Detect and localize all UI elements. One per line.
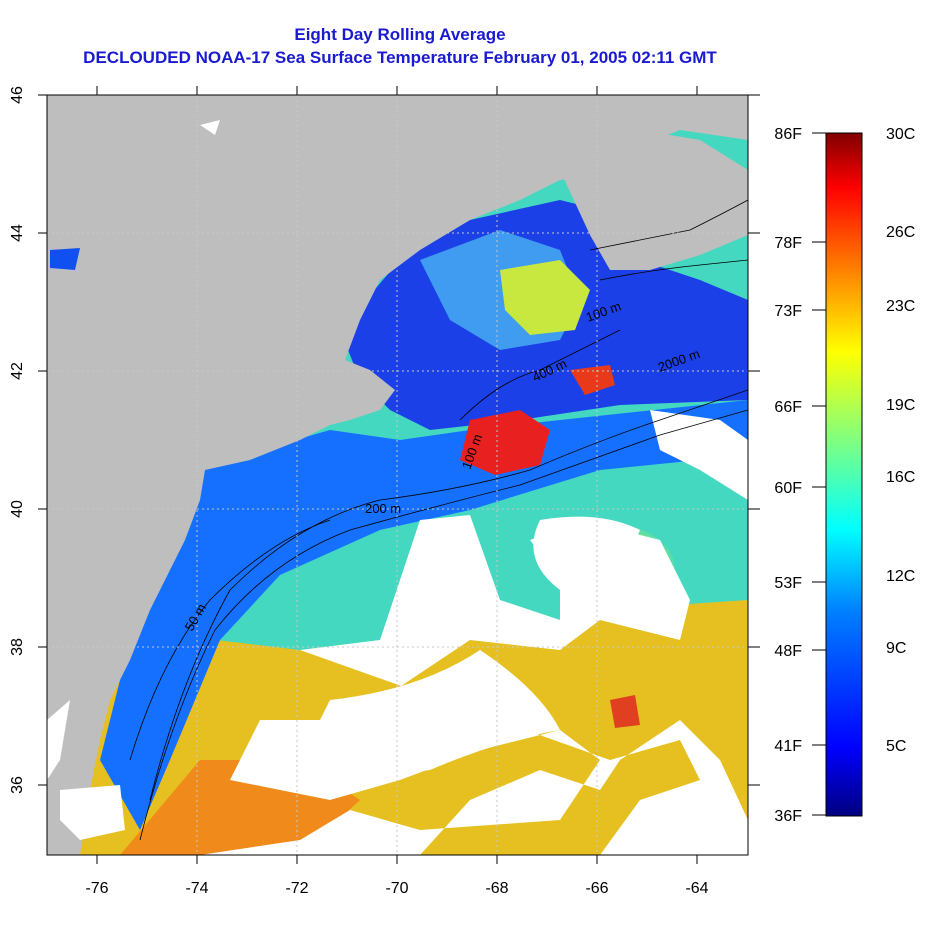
lat-tick-label: 40 [9, 500, 26, 518]
title-line-1: Eight Day Rolling Average [294, 25, 506, 44]
lat-tick-label: 36 [9, 776, 26, 794]
contour-label-200m: 200 m [365, 501, 401, 516]
lake [50, 248, 80, 270]
celsius-label: 23C [886, 298, 915, 315]
lon-tick-label: -74 [185, 880, 208, 897]
land-cloud-3 [60, 785, 125, 840]
cloud-mask-1 [200, 515, 748, 855]
lat-ticks [38, 94, 760, 786]
lat-tick-label: 46 [9, 86, 26, 104]
celsius-label: 9C [886, 640, 906, 657]
cloud-mask-2 [300, 650, 560, 774]
warm-patch-2 [570, 365, 615, 395]
land-cloud [200, 120, 220, 135]
lon-tick-label: -72 [285, 880, 308, 897]
fahrenheit-label: 53F [774, 575, 802, 592]
graticule [47, 95, 748, 855]
celsius-label: 5C [886, 738, 906, 755]
lat-tick-label: 44 [9, 224, 26, 242]
lon-tick-label: -76 [85, 880, 108, 897]
fahrenheit-label: 78F [774, 235, 802, 252]
lat-tick-label: 42 [9, 362, 26, 380]
title-line-2: DECLOUDED NOAA-17 Sea Surface Temperatur… [83, 48, 717, 67]
fahrenheit-label: 36F [774, 808, 802, 825]
celsius-label: 12C [886, 568, 915, 585]
lon-ticks [96, 86, 698, 864]
lon-tick-label: -68 [485, 880, 508, 897]
bathymetry-contours [129, 199, 748, 841]
fahrenheit-label: 48F [774, 643, 802, 660]
nova-scotia-land [560, 130, 748, 270]
warm-patch-3 [610, 695, 640, 728]
land-cloud-2 [47, 700, 70, 780]
colorbar-ticks [812, 132, 826, 816]
lon-tick-label: -64 [685, 880, 708, 897]
warm-core-ring [460, 410, 550, 475]
lon-tick-label: -70 [385, 880, 408, 897]
fahrenheit-label: 60F [774, 480, 802, 497]
colorbar [825, 132, 863, 817]
lon-tick-label: -66 [585, 880, 608, 897]
warm-patch-1 [500, 260, 590, 335]
celsius-label: 19C [886, 397, 915, 414]
shelf-water [100, 400, 748, 830]
lat-tick-label: 38 [9, 638, 26, 656]
fahrenheit-label: 66F [774, 399, 802, 416]
cloud-mask-3 [650, 410, 748, 500]
fahrenheit-label: 86F [774, 126, 802, 143]
celsius-label: 30C [886, 126, 915, 143]
fahrenheit-label: 73F [774, 303, 802, 320]
fahrenheit-label: 41F [774, 738, 802, 755]
coastline-land [47, 95, 748, 855]
celsius-label: 16C [886, 469, 915, 486]
cloud-mask-4 [533, 516, 640, 590]
celsius-label: 26C [886, 224, 915, 241]
sst-map: 50 m 200 m 100 m 100 m 400 m 2000 m [47, 95, 748, 855]
